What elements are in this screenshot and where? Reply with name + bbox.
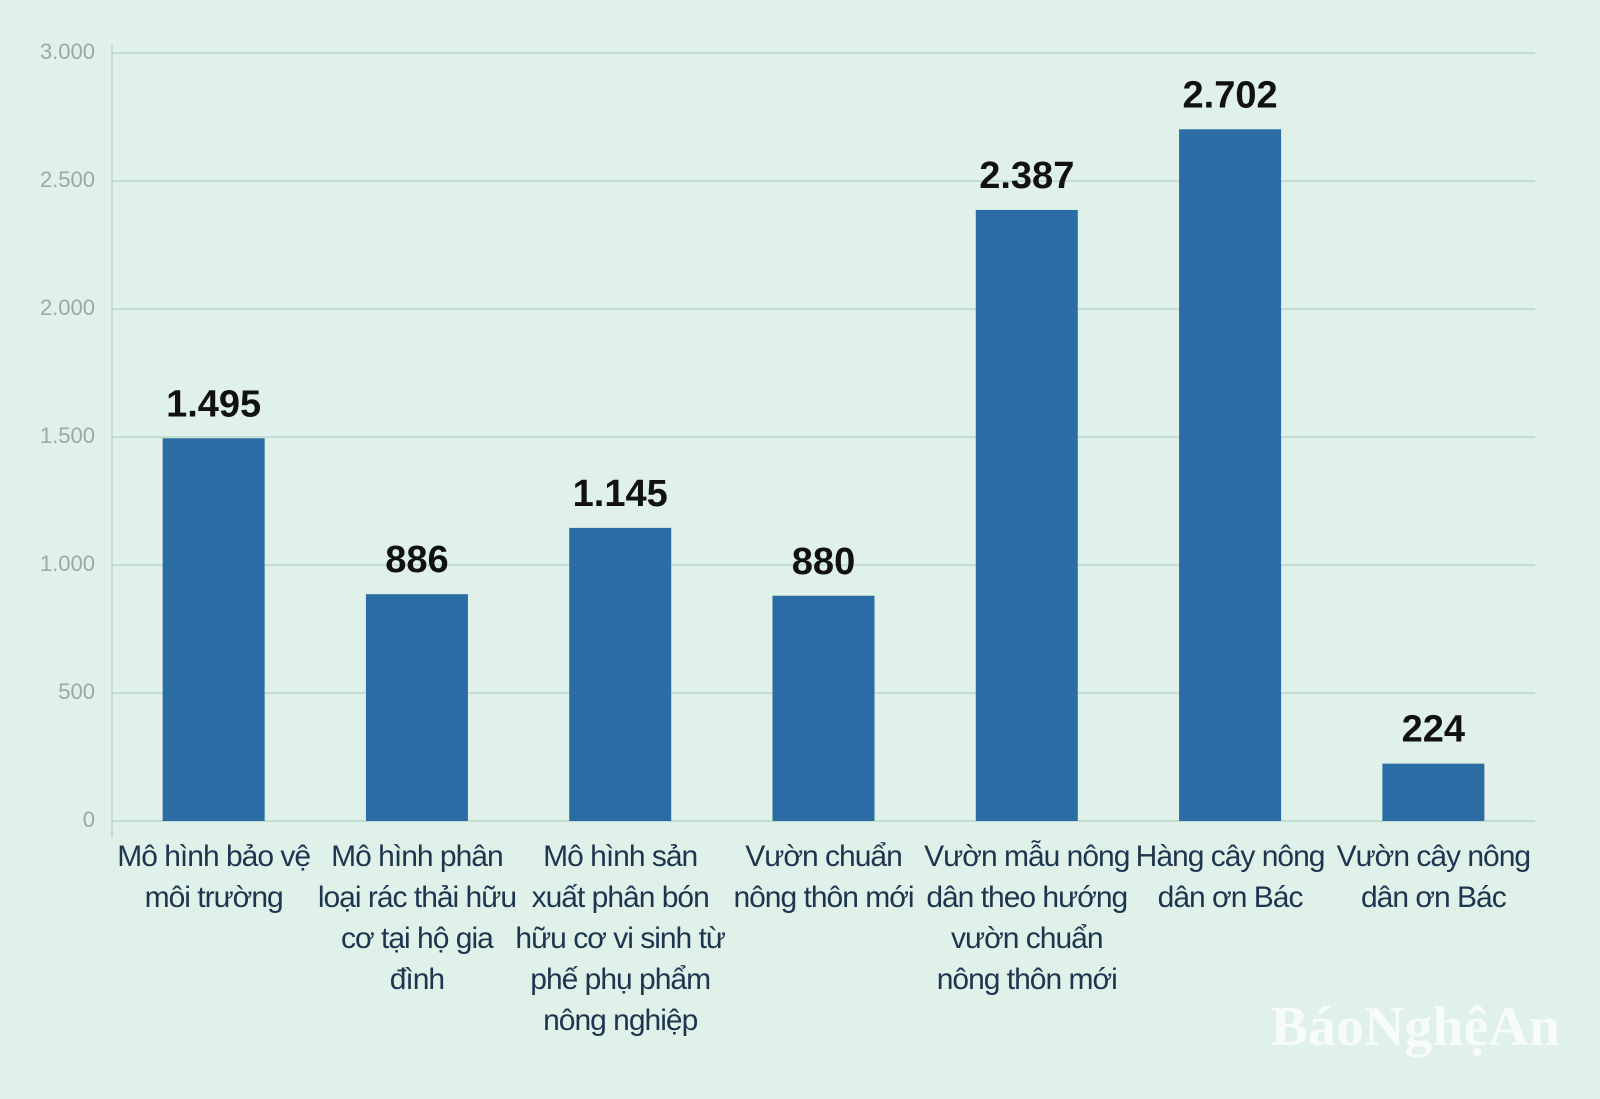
value-label: 880	[792, 541, 855, 583]
value-label: 2.702	[1183, 74, 1278, 116]
bar	[162, 438, 265, 821]
y-tick-label: 2.500	[40, 167, 95, 192]
bar	[772, 595, 875, 821]
value-label: 224	[1402, 709, 1465, 751]
y-tick-label: 2.000	[40, 295, 95, 320]
bar	[1382, 763, 1485, 821]
x-tick-label: Mô hình bảo vệ môi trường	[117, 840, 311, 914]
value-label: 1.495	[166, 383, 261, 425]
x-tick-label: Vườn cây nông dân ơn Bác	[1336, 840, 1532, 914]
bar	[365, 594, 468, 821]
x-tick-label: Mô hình sản xuất phân bón hữu cơ vi sinh…	[515, 840, 726, 1037]
y-tick-label: 500	[58, 679, 95, 704]
bar	[1179, 129, 1282, 822]
x-tick-label: Vườn chuẩn nông thôn mới	[733, 840, 914, 914]
value-label: 1.145	[573, 473, 668, 515]
y-tick-label: 3.000	[40, 39, 95, 64]
x-tick-label: Mô hình phân loại rác thải hữu cơ tại hộ…	[317, 840, 517, 996]
value-label: 2.387	[979, 155, 1074, 197]
bar	[569, 527, 672, 821]
y-tick-label: 1.500	[40, 423, 95, 448]
y-tick-label: 1.000	[40, 551, 95, 576]
bar	[975, 209, 1078, 822]
x-tick-label: Hàng cây nông dân ơn Bác	[1135, 840, 1326, 914]
y-tick-label: 0	[83, 807, 95, 832]
watermark: BáoNghệAn	[1270, 996, 1560, 1058]
x-tick-label: Vườn mẫu nông dân theo hướng vườn chuẩn …	[924, 840, 1130, 996]
value-label: 886	[385, 539, 448, 581]
